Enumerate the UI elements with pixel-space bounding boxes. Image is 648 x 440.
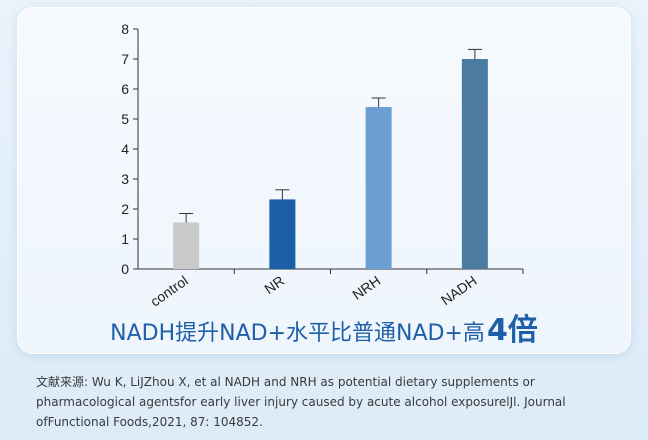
y-tick-label: 7 <box>121 51 129 67</box>
headline: NADH提升NAD+水平比普通NAD+高4倍 <box>0 305 648 349</box>
y-tick-label: 1 <box>121 231 129 247</box>
y-tick-label: 5 <box>121 111 129 127</box>
x-tick-label: NR <box>261 272 287 297</box>
y-tick-label: 2 <box>121 201 129 217</box>
x-tick-label: NRH <box>349 272 383 303</box>
x-tick-label: control <box>147 272 191 309</box>
bar-nr <box>269 199 296 269</box>
citation: 文献来源: Wu K, LiJZhou X, et al NADH and NR… <box>36 372 636 432</box>
citation-line: ofFunctional Foods,2021, 87: 104852. <box>36 415 263 429</box>
bar-nadh <box>461 59 488 269</box>
y-axis: 0 1 2 3 4 5 6 7 8 <box>121 21 139 277</box>
y-tick-label: 4 <box>121 141 129 157</box>
y-tick-label: 8 <box>121 21 129 37</box>
bar-control <box>173 222 200 269</box>
citation-line: 文献来源: Wu K, LiJZhou X, et al NADH and NR… <box>36 375 535 389</box>
y-tick-label: 6 <box>121 81 129 97</box>
x-axis: control NR NRH NADH <box>138 268 524 310</box>
chart-card <box>17 7 631 354</box>
bars-group <box>173 48 488 269</box>
headline-text: NADH提升NAD+水平比普通NAD+高 <box>110 321 485 346</box>
x-tick-label: NADH <box>438 272 480 308</box>
headline-emphasis: 4倍 <box>486 313 538 348</box>
y-tick-label: 3 <box>121 171 129 187</box>
bar-nrh <box>365 107 392 269</box>
citation-line: pharmacological agentsfor early liver in… <box>36 395 566 409</box>
y-tick-label: 0 <box>121 261 129 277</box>
